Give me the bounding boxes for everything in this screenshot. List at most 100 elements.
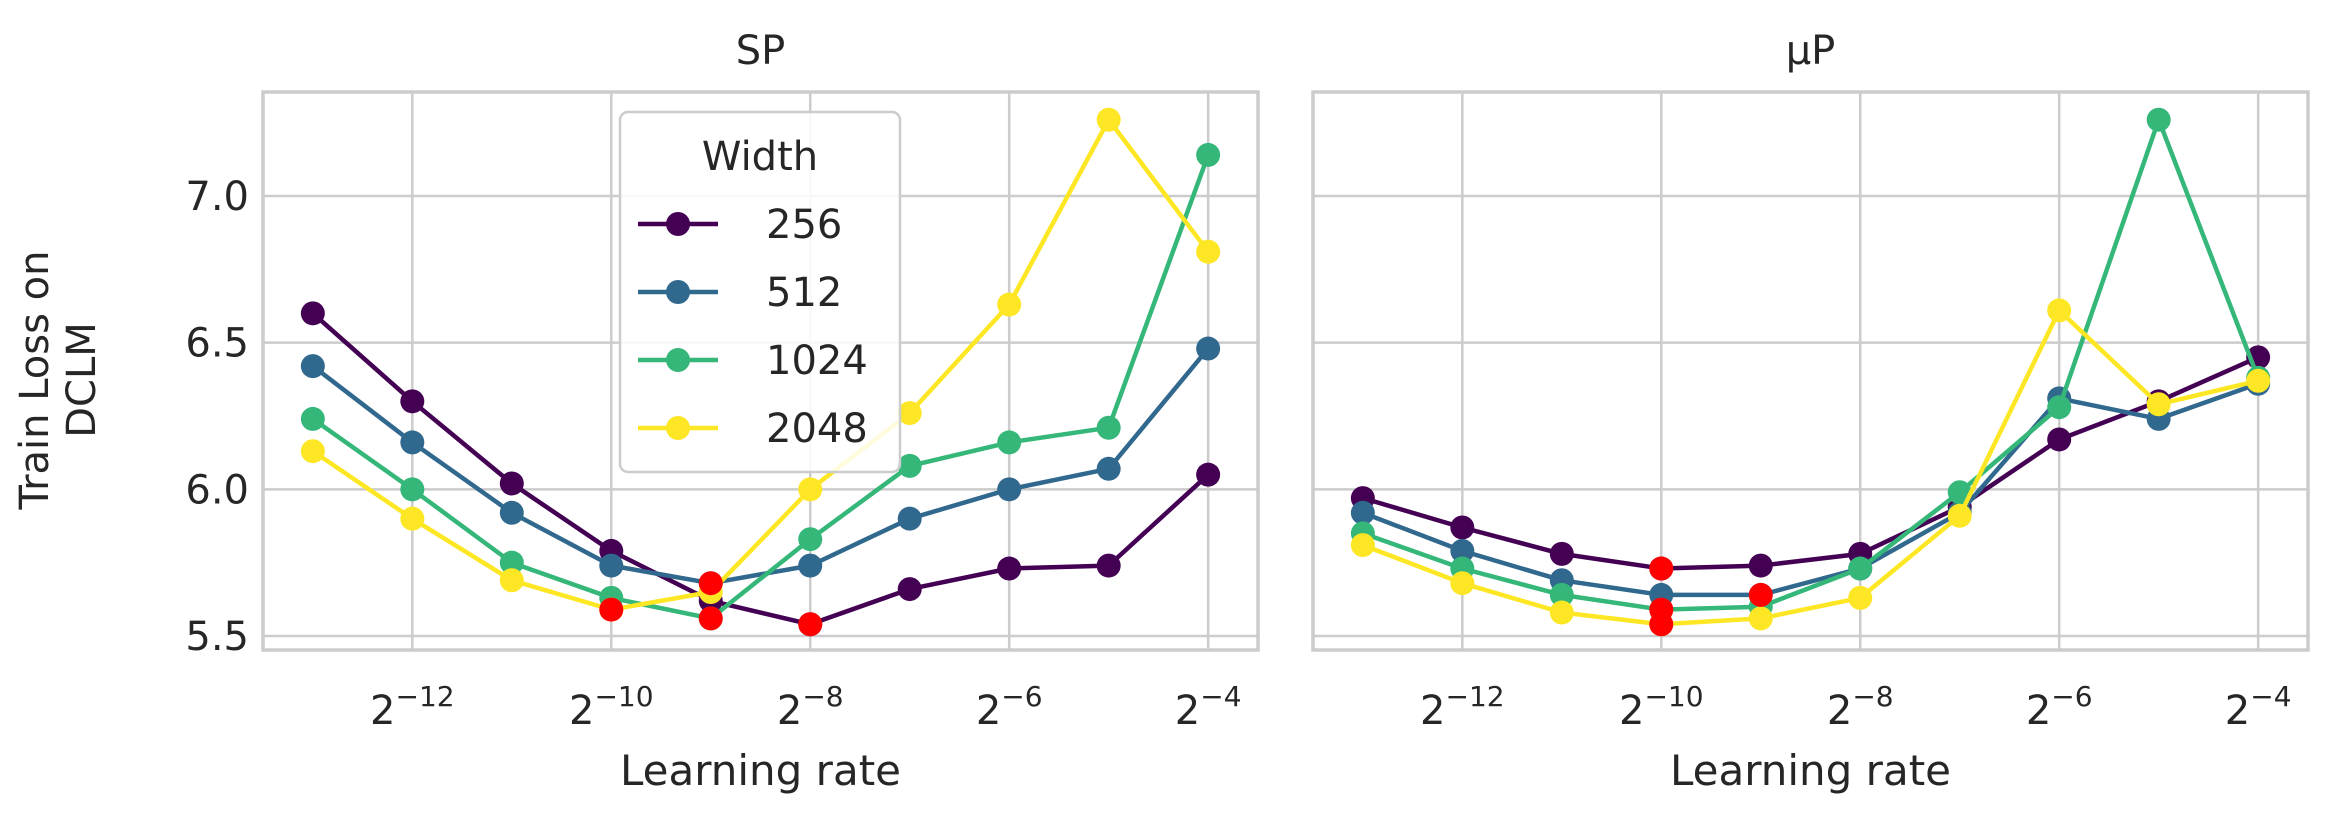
legend-title: Width — [702, 134, 818, 180]
series-line-2048 — [311, 117, 1210, 612]
data-point-512 — [499, 500, 524, 525]
x-tick-label: 2−6 — [2026, 680, 2093, 734]
data-point-1024 — [400, 477, 425, 502]
data-point-256 — [2047, 427, 2072, 452]
x-tick-label: 2−8 — [1827, 680, 1894, 734]
data-point-1024 — [1848, 556, 1873, 581]
y-tick-label: 6.0 — [185, 467, 249, 513]
x-tick-label: 2−6 — [976, 680, 1043, 734]
legend-label-2048: 2048 — [766, 406, 868, 452]
data-point-2048 — [499, 568, 524, 593]
data-point-2048 — [1748, 606, 1773, 631]
data-point-256 — [1450, 515, 1475, 540]
data-point-2048 — [1350, 533, 1375, 558]
data-point-1024 — [1096, 415, 1121, 440]
series-line-256 — [311, 311, 1210, 627]
data-point-512 — [1196, 336, 1221, 361]
data-point-2048 — [2246, 368, 2271, 393]
data-point-512 — [400, 430, 425, 455]
data-point-2048 — [897, 401, 922, 426]
data-point-1024 — [1549, 582, 1574, 607]
optimum-marker — [599, 597, 624, 622]
series-line-1024 — [311, 154, 1211, 621]
x-tick-label: 2−10 — [569, 680, 654, 734]
legend-marker-256 — [666, 212, 690, 236]
optimum-marker — [1649, 556, 1674, 581]
series-line-2048 — [1361, 308, 2259, 627]
data-point-2048 — [1450, 571, 1475, 596]
data-point-1024 — [1196, 142, 1221, 167]
data-point-256 — [997, 556, 1022, 581]
data-point-1024 — [2047, 395, 2072, 420]
x-tick-label: 2−12 — [1420, 680, 1505, 734]
series-line-1024 — [1362, 117, 2261, 612]
data-point-2048 — [1947, 503, 1972, 528]
legend-label-256: 256 — [766, 202, 842, 248]
data-point-2048 — [1196, 239, 1221, 264]
x-tick-label: 2−12 — [370, 680, 455, 734]
panel-mup: μP 2−12 2−10 2−8 2−6 2−4 Learning rate — [1311, 28, 2310, 795]
y-tick-label: 6.5 — [185, 321, 249, 367]
optimum-marker — [1748, 582, 1773, 607]
data-point-256 — [1196, 462, 1221, 487]
legend: Width 256 512 1024 2048 — [618, 110, 902, 474]
data-point-2048 — [798, 477, 823, 502]
data-point-512 — [599, 553, 624, 578]
data-point-512 — [1350, 500, 1375, 525]
x-axis-label: Learning rate — [1670, 746, 1951, 795]
data-point-512 — [997, 477, 1022, 502]
panel-sp: SP 2−12 2−10 2−8 2−6 2−4 Learning rate 5.5 6.0 6.… — [185, 28, 1260, 795]
legend-marker-2048 — [666, 416, 690, 440]
data-point-2048 — [400, 506, 425, 531]
x-tick-label: 2−8 — [777, 680, 844, 734]
panel-title: μP — [1786, 28, 1836, 74]
data-point-256 — [1096, 553, 1121, 578]
panel-title: SP — [736, 28, 786, 74]
data-point-1024 — [997, 430, 1022, 455]
optimum-marker — [798, 612, 823, 637]
series-line-512 — [311, 347, 1210, 586]
y-tick-label: 7.0 — [185, 174, 249, 220]
plot-frame — [1311, 90, 2310, 652]
x-tick-label: 2−4 — [2225, 680, 2292, 734]
data-point-256 — [1748, 553, 1773, 578]
data-point-512 — [798, 553, 823, 578]
data-point-512 — [1450, 538, 1475, 563]
y-tick-label: 5.5 — [185, 614, 249, 660]
optimum-marker — [698, 606, 723, 631]
data-point-256 — [400, 389, 425, 414]
x-tick-label: 2−4 — [1175, 680, 1242, 734]
legend-box — [618, 110, 902, 474]
data-point-1024 — [798, 527, 823, 552]
data-point-256 — [1549, 541, 1574, 566]
legend-marker-1024 — [666, 348, 690, 372]
legend-marker-512 — [666, 280, 690, 304]
data-point-2048 — [2146, 392, 2171, 417]
data-point-2048 — [300, 439, 325, 464]
legend-label-512: 512 — [766, 270, 842, 316]
optimum-marker — [1649, 612, 1674, 637]
data-point-2048 — [2047, 298, 2072, 323]
data-point-512 — [897, 506, 922, 531]
data-point-2048 — [1848, 585, 1873, 610]
data-point-1024 — [499, 550, 524, 575]
legend-label-1024: 1024 — [766, 338, 868, 384]
x-tick-label: 2−10 — [1619, 680, 1704, 734]
data-point-512 — [300, 354, 325, 379]
data-point-2048 — [1096, 107, 1121, 132]
data-point-256 — [300, 301, 325, 326]
x-axis-label: Learning rate — [620, 746, 901, 795]
data-point-1024 — [2146, 107, 2171, 132]
data-point-1024 — [300, 406, 325, 431]
data-point-2048 — [1549, 600, 1574, 625]
series-line-256 — [1362, 355, 2260, 571]
data-point-2048 — [997, 292, 1022, 317]
data-point-256 — [897, 577, 922, 602]
series-line-512 — [1361, 381, 2259, 598]
data-point-512 — [1096, 456, 1121, 481]
data-point-1024 — [897, 453, 922, 478]
optimum-marker — [698, 571, 723, 596]
plot-frame — [261, 90, 1260, 652]
y-axis-label-line-1: Train Loss on — [12, 251, 58, 511]
